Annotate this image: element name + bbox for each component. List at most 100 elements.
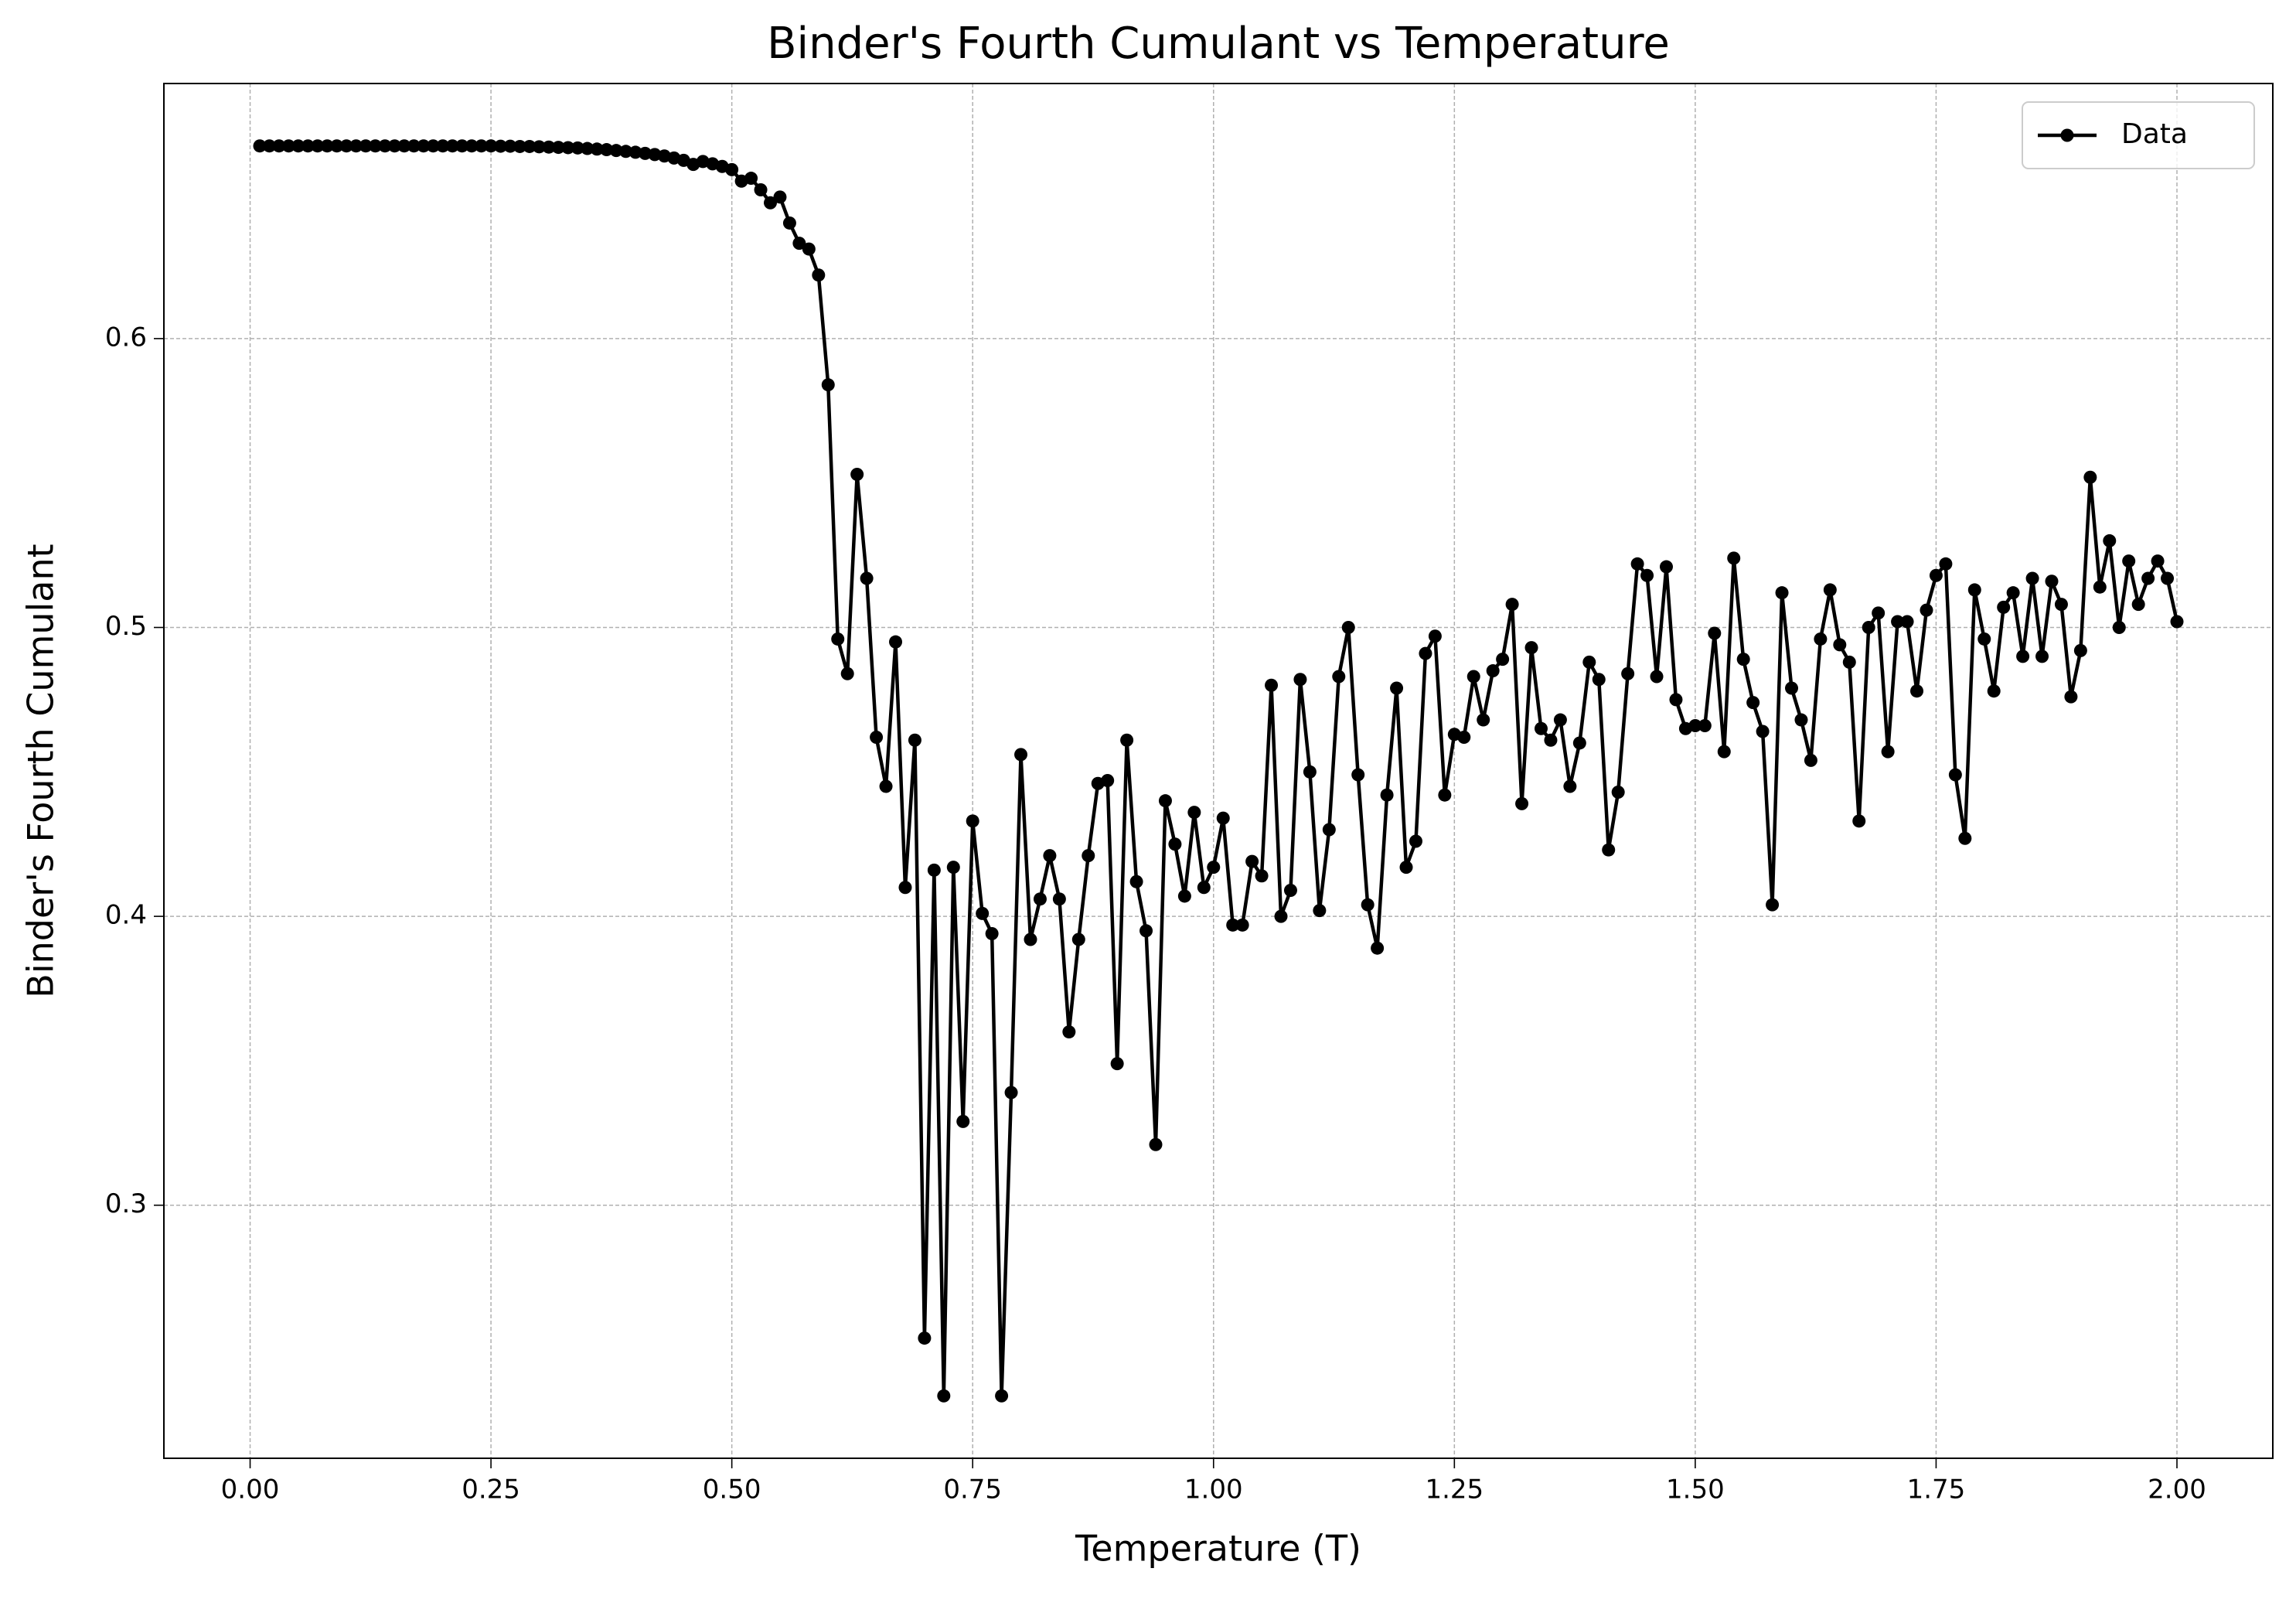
- data-point: [2151, 554, 2165, 568]
- data-point: [281, 139, 295, 153]
- data-point: [1341, 621, 1355, 635]
- data-point: [590, 142, 604, 156]
- data-point: [1024, 932, 1037, 946]
- data-point: [792, 237, 806, 251]
- data-point: [995, 1389, 1009, 1403]
- data-point: [2035, 649, 2049, 663]
- data-point: [311, 139, 325, 153]
- data-point: [1158, 794, 1172, 808]
- data-point: [619, 145, 633, 159]
- data-point: [609, 144, 623, 158]
- data-point: [1708, 626, 1722, 640]
- data-point: [1891, 615, 1905, 629]
- data-point: [744, 172, 758, 186]
- data-point: [802, 242, 816, 256]
- data-point: [1515, 796, 1529, 810]
- data-point: [2161, 571, 2175, 585]
- x-axis-label: Temperature (T): [1075, 1528, 1361, 1570]
- data-point: [976, 906, 990, 920]
- data-point: [773, 190, 787, 204]
- data-point: [1467, 670, 1480, 684]
- data-point: [2083, 470, 2097, 484]
- data-point: [503, 139, 517, 153]
- data-point: [542, 140, 556, 154]
- data-point: [1226, 918, 1240, 932]
- data-point: [1428, 629, 1442, 643]
- y-tick-label: 0.4: [105, 900, 147, 931]
- data-point: [850, 467, 864, 481]
- data-point: [1862, 621, 1875, 635]
- data-point: [782, 216, 796, 230]
- legend-marker: [2060, 128, 2074, 142]
- data-point: [1910, 684, 1924, 698]
- data-point: [1101, 774, 1115, 788]
- data-point: [445, 139, 459, 153]
- data-point: [1255, 869, 1269, 883]
- data-point: [898, 881, 912, 895]
- data-point: [523, 139, 537, 153]
- data-point: [1775, 586, 1789, 600]
- data-point: [1303, 765, 1317, 779]
- x-tick-label: 0.00: [221, 1475, 280, 1505]
- data-point: [561, 141, 575, 155]
- data-point: [1371, 941, 1385, 955]
- data-point: [1553, 713, 1567, 727]
- data-point: [581, 141, 594, 155]
- data-point: [1563, 779, 1577, 793]
- data-point: [1177, 889, 1191, 903]
- data-point: [2054, 598, 2068, 612]
- data-point: [2073, 643, 2087, 657]
- data-point: [475, 139, 489, 153]
- chart-title: Binder's Fourth Cumulant vs Temperature: [767, 19, 1670, 69]
- data-point: [1322, 823, 1336, 837]
- data-point: [1572, 736, 1586, 750]
- data-point: [629, 145, 642, 159]
- data-point: [1534, 721, 1548, 735]
- data-point: [1967, 583, 1981, 597]
- data-point: [1650, 670, 1664, 684]
- y-tick-label: 0.3: [105, 1188, 147, 1219]
- data-point: [301, 139, 315, 153]
- data-point: [821, 378, 835, 392]
- data-point: [513, 139, 526, 153]
- data-point: [1621, 667, 1635, 680]
- y-axis-label: Binder's Fourth Cumulant: [20, 544, 62, 997]
- data-point: [426, 139, 440, 153]
- data-point: [831, 632, 845, 646]
- data-point: [1110, 1057, 1124, 1071]
- data-point: [1380, 788, 1394, 802]
- data-point: [1283, 883, 1297, 897]
- data-point: [927, 863, 941, 877]
- data-point: [1293, 673, 1307, 687]
- data-point: [417, 139, 431, 153]
- data-point: [1977, 632, 1991, 646]
- data-point: [2170, 615, 2184, 629]
- data-point: [339, 139, 353, 153]
- data-point: [1419, 646, 1432, 660]
- data-point: [1640, 568, 1654, 582]
- data-point: [860, 571, 874, 585]
- data-point: [436, 139, 450, 153]
- data-point: [1958, 831, 1972, 845]
- data-point: [291, 139, 305, 153]
- data-point: [262, 139, 276, 153]
- data-point: [2103, 534, 2117, 547]
- x-tick-label: 0.75: [943, 1475, 1002, 1505]
- data-point: [1120, 733, 1134, 747]
- data-point: [840, 667, 854, 680]
- data-point: [455, 139, 469, 153]
- data-point: [1582, 655, 1596, 669]
- data-point: [1997, 600, 2011, 614]
- data-point: [484, 139, 498, 153]
- data-point: [879, 779, 893, 793]
- data-point: [465, 139, 479, 153]
- data-point: [764, 196, 778, 210]
- data-point: [1274, 909, 1288, 923]
- data-point: [1524, 641, 1538, 655]
- data-point: [2141, 571, 2155, 585]
- data-point: [1486, 664, 1500, 678]
- legend-label: Data: [2121, 118, 2188, 150]
- data-point: [551, 141, 565, 155]
- data-point: [2112, 621, 2126, 635]
- data-point: [1900, 615, 1914, 629]
